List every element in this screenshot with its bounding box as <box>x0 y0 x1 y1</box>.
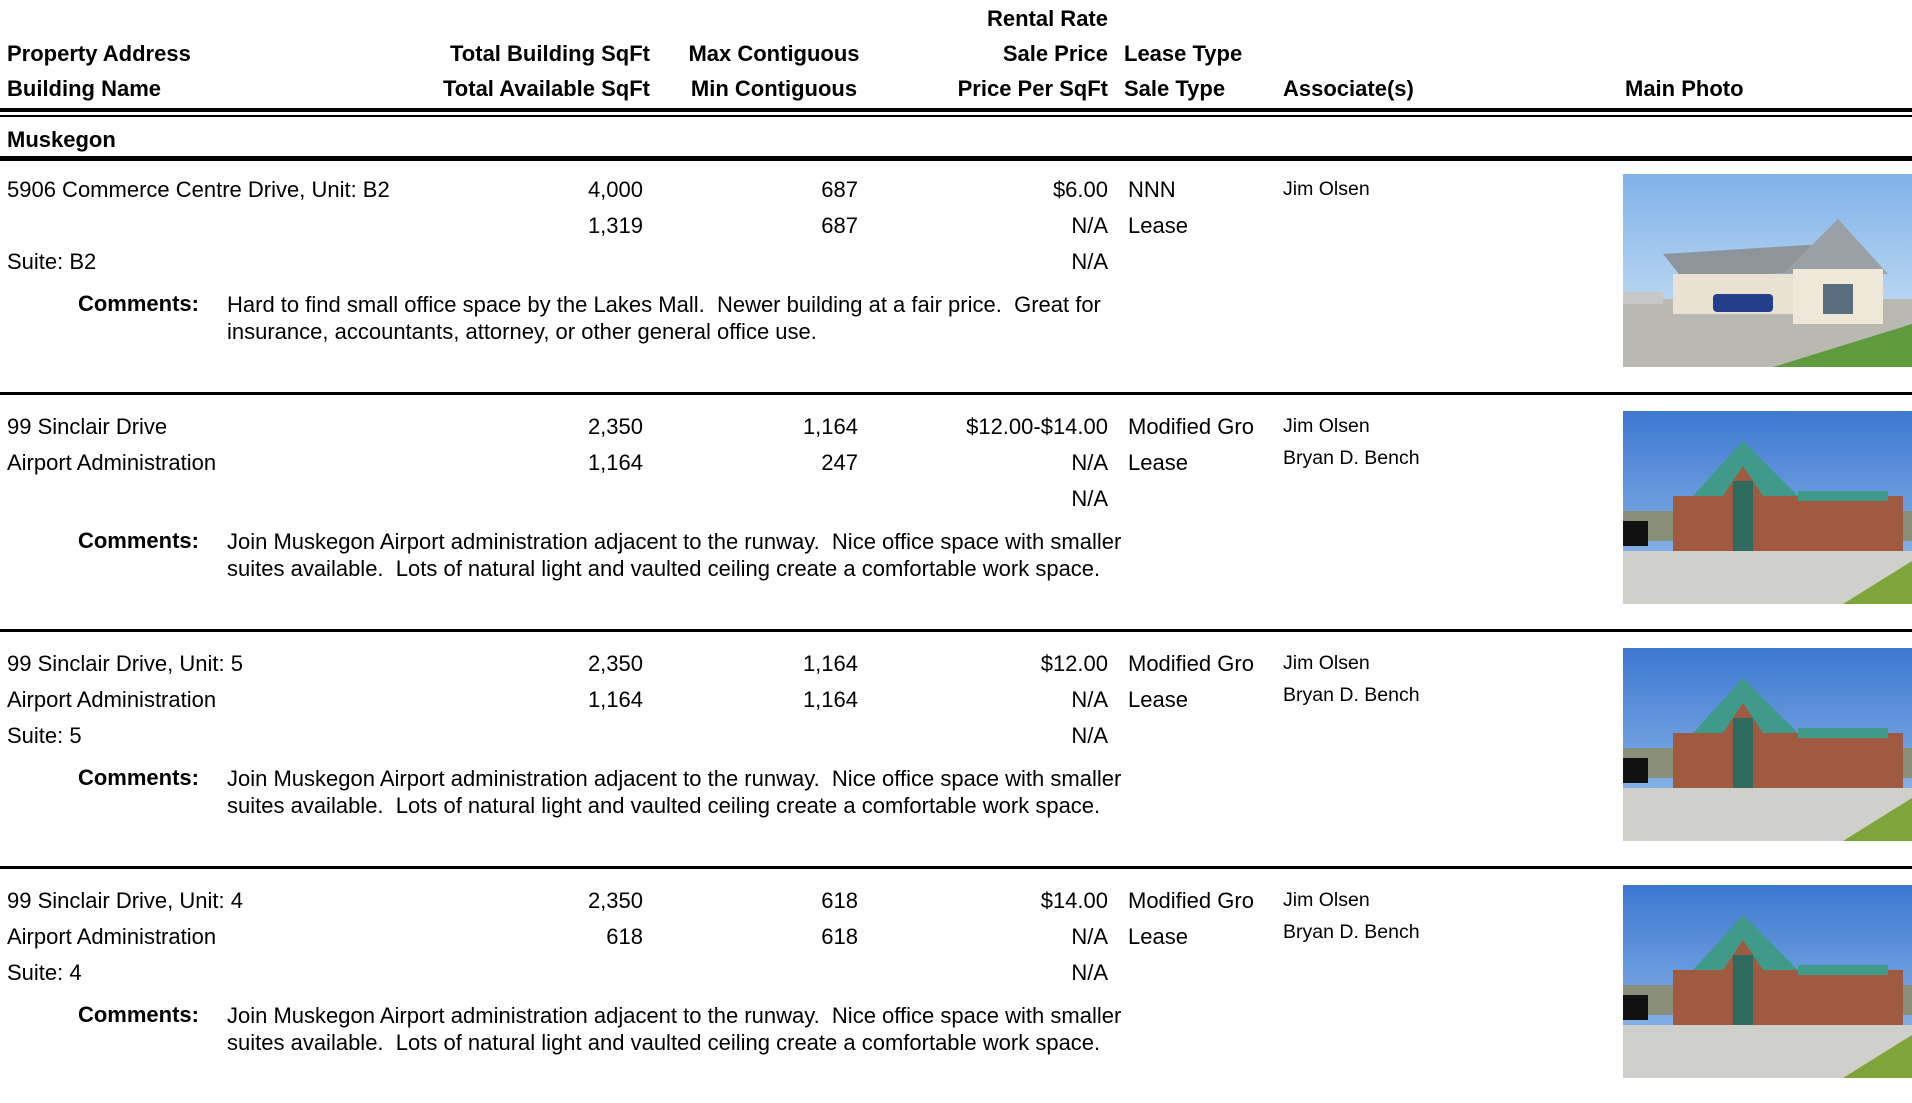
suite: Suite: B2 <box>7 249 97 274</box>
property-address: 99 Sinclair Drive, Unit: 4 <box>7 888 243 913</box>
property-photo <box>1623 648 1912 841</box>
building-name: Airport Administration <box>7 687 217 712</box>
column-header: Price Per SqFt <box>957 76 1108 101</box>
suite: Suite: 4 <box>7 960 82 985</box>
rental-rate: $14.00 <box>1040 888 1108 913</box>
total-building-sqft: 2,350 <box>587 888 643 913</box>
property-address: 5906 Commerce Centre Drive, Unit: B2 <box>7 177 390 202</box>
listing-separator <box>0 392 1912 395</box>
sale-price: N/A <box>1071 450 1108 475</box>
column-header: Main Photo <box>1625 76 1744 101</box>
total-available-sqft: 1,164 <box>587 450 643 475</box>
column-header: Rental Rate <box>986 6 1108 31</box>
max-contiguous: 687 <box>821 177 858 202</box>
comments-text: Join Muskegon Airport administration adj… <box>227 766 1122 791</box>
sale-type: Lease <box>1128 687 1188 712</box>
lease-type: Modified Gro <box>1128 651 1254 676</box>
price-per-sqft: N/A <box>1071 249 1108 274</box>
column-header: Lease Type <box>1124 41 1243 66</box>
header-rule <box>0 108 1912 112</box>
associate: Jim Olsen <box>1283 415 1370 437</box>
sale-price: N/A <box>1071 924 1108 949</box>
section-title: Muskegon <box>7 127 116 152</box>
lease-type: Modified Gro <box>1128 888 1254 913</box>
column-header: Min Contiguous <box>690 76 858 101</box>
price-per-sqft: N/A <box>1071 486 1108 511</box>
max-contiguous: 1,164 <box>802 414 858 439</box>
property-photo <box>1623 885 1912 1078</box>
max-contiguous: 618 <box>821 888 858 913</box>
building-name: Airport Administration <box>7 450 217 475</box>
comments-label: Comments: <box>77 528 199 553</box>
comments-text: suites available. Lots of natural light … <box>227 793 1101 818</box>
min-contiguous: 247 <box>821 450 858 475</box>
building-name: Airport Administration <box>7 924 217 949</box>
property-photo <box>1623 174 1912 367</box>
total-building-sqft: 2,350 <box>587 414 643 439</box>
comments-text: insurance, accountants, attorney, or oth… <box>227 319 817 344</box>
column-header: Total Building SqFt <box>450 41 650 66</box>
rental-rate: $12.00-$14.00 <box>966 414 1108 439</box>
comments-text: suites available. Lots of natural light … <box>227 1030 1101 1055</box>
max-contiguous: 1,164 <box>802 651 858 676</box>
comments-text: Join Muskegon Airport administration adj… <box>227 1003 1122 1028</box>
associate: Bryan D. Bench <box>1283 684 1420 706</box>
total-available-sqft: 1,319 <box>587 213 643 238</box>
column-header: Sale Type <box>1124 76 1226 101</box>
sale-price: N/A <box>1071 213 1108 238</box>
column-header: Total Available SqFt <box>443 76 650 101</box>
min-contiguous: 687 <box>821 213 858 238</box>
rental-rate: $12.00 <box>1040 651 1108 676</box>
total-available-sqft: 1,164 <box>587 687 643 712</box>
listing-separator <box>0 866 1912 869</box>
column-header: Max Contiguous <box>688 41 860 66</box>
associate: Jim Olsen <box>1283 889 1370 911</box>
total-building-sqft: 4,000 <box>587 177 643 202</box>
comments-text: suites available. Lots of natural light … <box>227 556 1101 581</box>
comments-text: Hard to find small office space by the L… <box>227 292 1101 317</box>
sale-type: Lease <box>1128 450 1188 475</box>
suite: Suite: 5 <box>7 723 82 748</box>
column-header: Building Name <box>7 76 162 101</box>
comments-text: Join Muskegon Airport administration adj… <box>227 529 1122 554</box>
lease-type: Modified Gro <box>1128 414 1254 439</box>
price-per-sqft: N/A <box>1071 723 1108 748</box>
column-header: Sale Price <box>1002 41 1108 66</box>
min-contiguous: 618 <box>821 924 858 949</box>
associate: Bryan D. Bench <box>1283 447 1420 469</box>
header-rule <box>0 115 1912 117</box>
associate: Jim Olsen <box>1283 652 1370 674</box>
price-per-sqft: N/A <box>1071 960 1108 985</box>
column-header: Property Address <box>7 41 191 66</box>
comments-label: Comments: <box>77 291 199 316</box>
lease-type: NNN <box>1128 177 1176 202</box>
comments-label: Comments: <box>77 765 199 790</box>
property-address: 99 Sinclair Drive <box>7 414 168 439</box>
total-building-sqft: 2,350 <box>587 651 643 676</box>
column-header: Associate(s) <box>1283 76 1414 101</box>
sale-price: N/A <box>1071 687 1108 712</box>
property-address: 99 Sinclair Drive, Unit: 5 <box>7 651 243 676</box>
rental-rate: $6.00 <box>1052 177 1108 202</box>
comments-label: Comments: <box>77 1002 199 1027</box>
total-available-sqft: 618 <box>606 924 643 949</box>
property-photo <box>1623 411 1912 604</box>
associate: Jim Olsen <box>1283 178 1370 200</box>
associate: Bryan D. Bench <box>1283 921 1420 943</box>
sale-type: Lease <box>1128 924 1188 949</box>
listing-separator <box>0 629 1912 632</box>
section-rule <box>0 156 1912 161</box>
sale-type: Lease <box>1128 213 1188 238</box>
min-contiguous: 1,164 <box>802 687 858 712</box>
